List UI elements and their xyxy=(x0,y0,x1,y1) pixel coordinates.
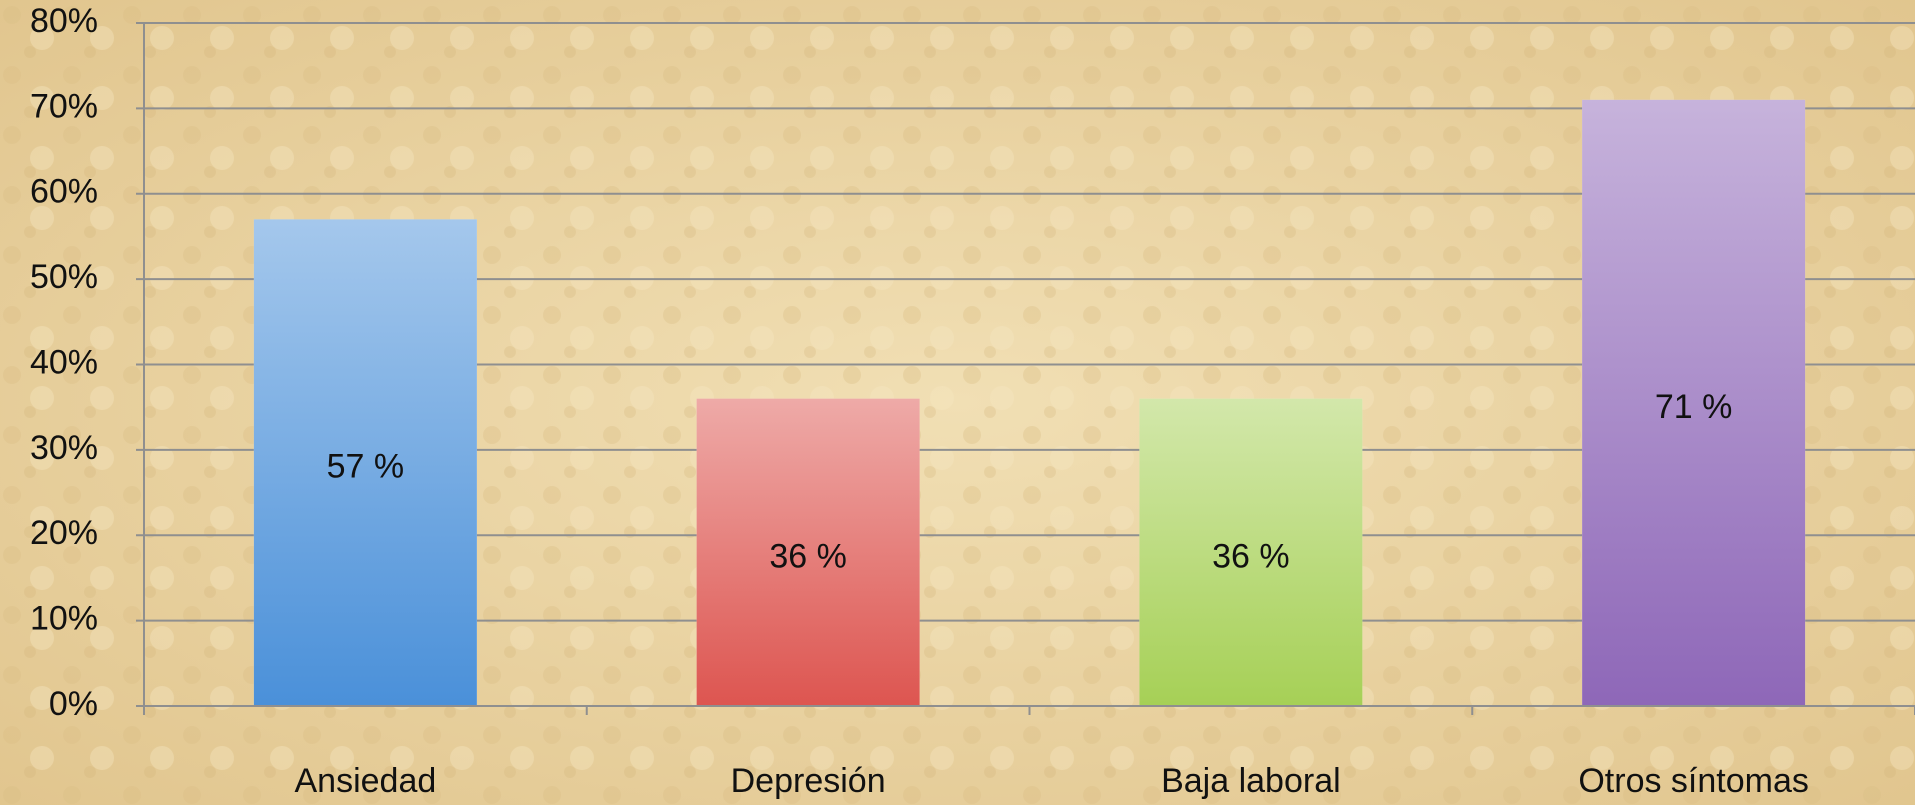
x-tick-label: Ansiedad xyxy=(294,762,436,800)
x-tick-label: Otros síntomas xyxy=(1578,762,1809,800)
bar xyxy=(253,219,477,707)
y-tick-label: 70% xyxy=(30,87,98,125)
value-label: 36 % xyxy=(769,537,847,575)
y-tick-label: 0% xyxy=(49,685,98,723)
value-label: 57 % xyxy=(327,448,405,486)
y-tick-label: 60% xyxy=(30,173,98,211)
y-tick-label: 50% xyxy=(30,258,98,296)
bar xyxy=(1582,99,1806,706)
value-label: 71 % xyxy=(1655,388,1733,426)
x-tick-label: Depresión xyxy=(731,762,886,800)
y-tick-label: 40% xyxy=(30,343,98,381)
y-tick-label: 80% xyxy=(30,2,98,40)
y-tick-label: 10% xyxy=(30,600,98,638)
y-tick-label: 30% xyxy=(30,429,98,467)
y-tick-label: 20% xyxy=(30,514,98,552)
value-label: 36 % xyxy=(1212,537,1290,575)
x-tick-label: Baja laboral xyxy=(1161,762,1341,800)
bar xyxy=(1139,398,1363,706)
bar xyxy=(696,398,920,706)
